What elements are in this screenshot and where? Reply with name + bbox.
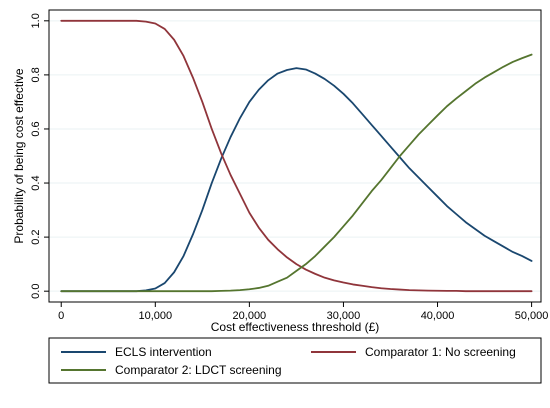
series-line-3 (60, 53, 533, 293)
x-tick-label: 40,000 (421, 310, 455, 322)
x-tick-label: 0 (58, 310, 64, 322)
y-axis-title: Probability of being cost effective (12, 68, 26, 244)
x-tick-label: 30,000 (327, 310, 361, 322)
x-tick-label: 50,000 (515, 310, 549, 322)
x-tick-label: 10,000 (138, 310, 172, 322)
x-axis-title: Cost effectiveness threshold (£) (211, 320, 380, 334)
legend-label-2: Comparator 1: No screening (365, 345, 516, 359)
y-tick-label: 1.0 (30, 13, 42, 28)
y-tick-label: 0.0 (30, 284, 42, 299)
y-tick-label: 0.2 (30, 229, 42, 244)
plot-frame (48, 9, 542, 303)
axes: 0 10,000 20,000 30,000 40,000 50,000 0.0 0.2 0.4… (30, 13, 548, 322)
legend: ECLS intervention Comparator 1: No screen… (48, 337, 542, 384)
legend-label-1: ECLS intervention (115, 345, 212, 359)
series-line-2 (60, 19, 533, 293)
x-tick-label: 20,000 (233, 310, 267, 322)
legend-box (48, 337, 542, 384)
y-tick-label: 0.8 (30, 67, 42, 82)
legend-label-3: Comparator 2: LDCT screening (115, 363, 282, 377)
series-lines (60, 19, 533, 293)
y-tick-label: 0.6 (30, 121, 42, 136)
y-tick-label: 0.4 (30, 175, 42, 190)
